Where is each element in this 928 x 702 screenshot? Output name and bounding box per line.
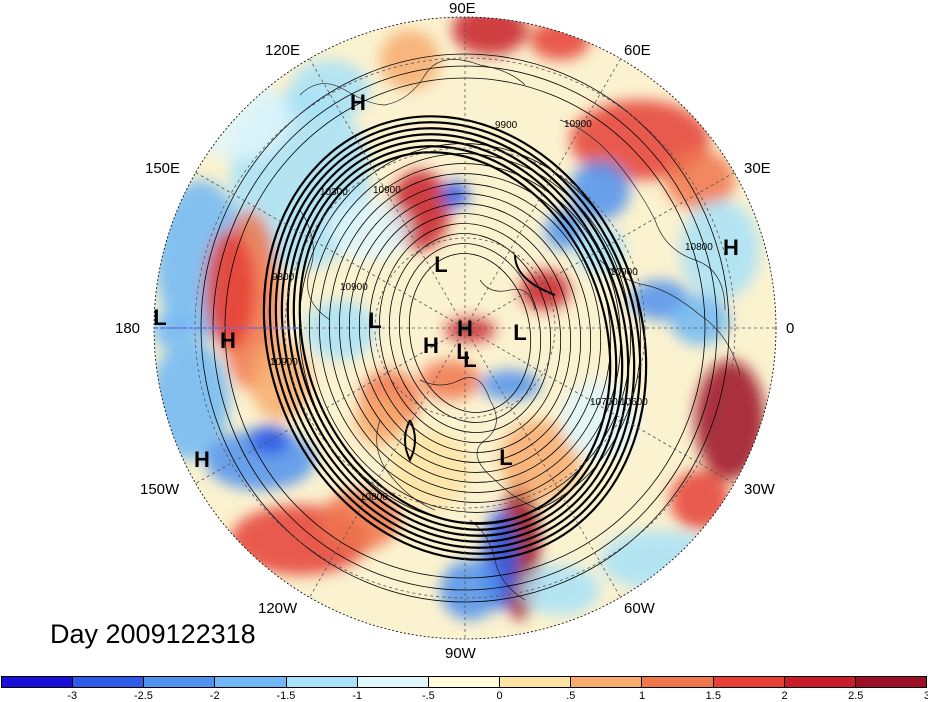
anomaly-field: [154, 17, 776, 639]
colorbar-cell-1: [73, 677, 145, 687]
colorbar-cell-7: [500, 677, 572, 687]
contour-label-9: 10900: [610, 267, 638, 278]
pressure-center-h-1: H: [723, 235, 739, 260]
colorbar-tick-label: 1: [639, 690, 646, 702]
colorbar-cell-10: [713, 677, 785, 687]
graticule: [154, 17, 776, 639]
lon-label-30e: 30E: [744, 160, 771, 177]
lon-label-150w: 150W: [140, 481, 180, 498]
colorbar-cell-12: [855, 677, 927, 687]
pressure-center-h-0: H: [350, 90, 366, 115]
colorbar-cell-5: [357, 677, 429, 687]
contour-label-4: 10900: [340, 282, 368, 293]
pressure-center-h-10: H: [194, 447, 210, 472]
contour-label-2: 10900: [373, 185, 401, 196]
lon-label-60e: 60E: [624, 42, 651, 59]
lon-label-150e: 150E: [145, 160, 181, 177]
colorbar-cell-6: [428, 677, 501, 687]
lon-label-120e: 120E: [265, 42, 301, 59]
contour-label-8: 10800: [360, 492, 388, 503]
colorbar: [1, 676, 927, 688]
pressure-center-h-4: H: [220, 328, 236, 353]
colorbar-tick-label: -2.5: [133, 690, 153, 702]
colorbar-tick-label: 2.5: [848, 690, 864, 702]
contour-labels: 10900 10300 10900 9800 10900 10800 10700 10600 1…: [270, 119, 713, 503]
pressure-center-l-8: L: [463, 347, 476, 372]
colorbar-tick-label: 1.5: [705, 690, 721, 702]
colorbar-tick-label: -1: [352, 690, 363, 702]
lon-label-180: 180: [115, 320, 141, 337]
colorbar-cell-2: [144, 677, 216, 687]
colorbar-cell-0: [2, 677, 74, 687]
colorbar-tick-label: -1.5: [276, 690, 296, 702]
colorbar-cell-11: [784, 677, 856, 687]
pressure-center-l-3: L: [153, 305, 166, 330]
pressure-center-l-6: L: [513, 320, 526, 345]
contour-label-10: 10900: [270, 357, 298, 368]
lon-label-90w: 90W: [445, 645, 476, 662]
contour-label-1: 10300: [320, 187, 348, 198]
colorbar-tick-label: 2: [781, 690, 788, 702]
colorbar-tick-label: .5: [566, 690, 576, 702]
colorbar-cell-9: [642, 677, 714, 687]
colorbar-tick-label: -.5: [421, 690, 435, 702]
lon-label-120w: 120W: [258, 600, 298, 617]
contour-label-11: 9900: [495, 120, 518, 131]
lon-label-0: 0: [786, 320, 795, 337]
pressure-center-h-12: H: [457, 316, 473, 341]
lon-label-60w: 60W: [624, 600, 655, 617]
lon-label-30w: 30W: [744, 481, 775, 498]
colorbar-tick-label: 3: [923, 690, 928, 702]
pressure-center-l-9: L: [499, 445, 512, 470]
colorbar-cell-3: [215, 677, 287, 687]
colorbar-tick-label: -2: [209, 690, 220, 702]
colorbar-cell-4: [286, 677, 358, 687]
contour-label-3: 9800: [272, 272, 295, 283]
colorbar-tick-label: -3: [67, 690, 78, 702]
contour-label-6: 10700: [590, 397, 618, 408]
pressure-center-l-2: L: [434, 252, 447, 277]
pressure-center-l-5: L: [368, 308, 381, 333]
day-label: Day 2009122318: [50, 619, 256, 649]
contour-label-5: 10800: [685, 242, 713, 253]
pressure-center-h-7: H: [423, 333, 439, 358]
colorbar-cell-8: [571, 677, 643, 687]
contour-label-0: 10900: [564, 119, 592, 130]
pressure-center-l-11: L: [456, 339, 469, 364]
contour-label-7: 10600: [620, 397, 648, 408]
lon-label-90e: 90E: [449, 0, 476, 17]
height-contours: [200, 53, 730, 603]
colorbar-tick-label: 0: [496, 690, 503, 702]
